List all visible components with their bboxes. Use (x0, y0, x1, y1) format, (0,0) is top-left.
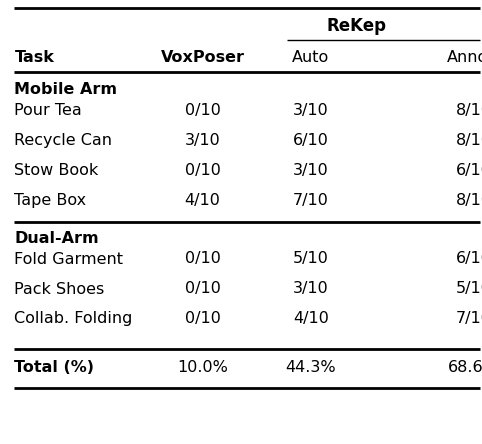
Text: 5/10: 5/10 (455, 281, 482, 297)
Text: 0/10: 0/10 (185, 163, 220, 178)
Text: Tape Box: Tape Box (14, 193, 87, 207)
Text: Total (%): Total (%) (14, 361, 94, 376)
Text: VoxPoser: VoxPoser (161, 49, 244, 64)
Text: Auto: Auto (292, 49, 330, 64)
Text: 4/10: 4/10 (185, 193, 220, 207)
Text: 8/10: 8/10 (455, 103, 482, 118)
Text: 68.6%: 68.6% (448, 361, 482, 376)
Text: 3/10: 3/10 (293, 163, 329, 178)
Text: Annot.: Annot. (447, 49, 482, 64)
Text: Fold Garment: Fold Garment (14, 251, 123, 266)
Text: Pack Shoes: Pack Shoes (14, 281, 105, 297)
Text: 7/10: 7/10 (455, 312, 482, 326)
Text: Recycle Can: Recycle Can (14, 132, 112, 147)
Text: Collab. Folding: Collab. Folding (14, 312, 133, 326)
Text: 44.3%: 44.3% (285, 361, 336, 376)
Text: Stow Book: Stow Book (14, 163, 99, 178)
Text: 0/10: 0/10 (185, 251, 220, 266)
Text: 7/10: 7/10 (293, 193, 329, 207)
Text: Mobile Arm: Mobile Arm (14, 82, 118, 96)
Text: ReKep: ReKep (327, 17, 387, 35)
Text: 6/10: 6/10 (293, 132, 329, 147)
Text: 10.0%: 10.0% (177, 361, 228, 376)
Text: 3/10: 3/10 (293, 281, 329, 297)
Text: 6/10: 6/10 (455, 251, 482, 266)
Text: 3/10: 3/10 (293, 103, 329, 118)
Text: 6/10: 6/10 (455, 163, 482, 178)
Text: 5/10: 5/10 (293, 251, 329, 266)
Text: 0/10: 0/10 (185, 312, 220, 326)
Text: Task: Task (14, 49, 54, 64)
Text: 3/10: 3/10 (185, 132, 220, 147)
Text: 0/10: 0/10 (185, 103, 220, 118)
Text: 8/10: 8/10 (455, 132, 482, 147)
Text: Dual-Arm: Dual-Arm (14, 230, 99, 246)
Text: Pour Tea: Pour Tea (14, 103, 82, 118)
Text: 0/10: 0/10 (185, 281, 220, 297)
Text: 4/10: 4/10 (293, 312, 329, 326)
Text: 8/10: 8/10 (455, 193, 482, 207)
